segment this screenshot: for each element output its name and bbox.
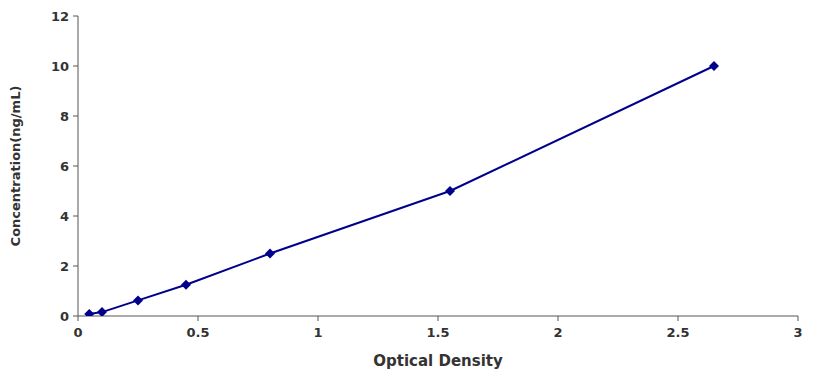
x-tick bbox=[678, 316, 679, 321]
y-tick-label: 2 bbox=[60, 259, 69, 274]
chart-svg: 0 0.5 1 1.5 2 2.5 3 0 2 4 6 8 10 12 Optical Density Con… bbox=[0, 0, 822, 378]
y-tick bbox=[73, 266, 78, 267]
marker bbox=[97, 307, 107, 316]
axes: 0 0.5 1 1.5 2 2.5 3 0 2 4 6 8 10 12 bbox=[51, 9, 803, 341]
x-tick-label: 2.5 bbox=[666, 325, 689, 340]
chart-container: 0 0.5 1 1.5 2 2.5 3 0 2 4 6 8 10 12 Optical Density Con… bbox=[0, 0, 822, 378]
x-tick-label: 0.5 bbox=[186, 325, 209, 340]
marker bbox=[265, 249, 275, 259]
x-tick bbox=[78, 316, 79, 321]
y-tick-label: 6 bbox=[60, 159, 69, 174]
marker bbox=[445, 186, 455, 196]
y-tick-label: 12 bbox=[51, 9, 69, 24]
x-tick-label: 2 bbox=[553, 325, 562, 340]
marker bbox=[181, 280, 191, 290]
y-tick bbox=[73, 216, 78, 217]
y-tick bbox=[73, 166, 78, 167]
x-axis-label: Optical Density bbox=[373, 352, 503, 370]
x-tick-label: 3 bbox=[793, 325, 802, 340]
y-tick bbox=[73, 66, 78, 67]
y-axis-label: Concentration(ng/mL) bbox=[8, 86, 23, 247]
x-tick bbox=[558, 316, 559, 321]
y-tick bbox=[73, 116, 78, 117]
y-tick-label: 4 bbox=[60, 209, 69, 224]
y-tick bbox=[73, 16, 78, 17]
x-tick bbox=[198, 316, 199, 321]
y-tick-label: 0 bbox=[60, 309, 69, 324]
x-tick-label: 0 bbox=[73, 325, 82, 340]
marker bbox=[133, 295, 143, 305]
series bbox=[84, 61, 719, 316]
x-tick bbox=[318, 316, 319, 321]
page: {"chart_data": {"type": "line", "x": [0.… bbox=[0, 0, 822, 378]
marker bbox=[84, 309, 94, 316]
line bbox=[89, 66, 714, 314]
x-tick bbox=[798, 316, 799, 321]
y-tick-label: 8 bbox=[60, 109, 69, 124]
x-tick bbox=[438, 316, 439, 321]
x-tick-label: 1 bbox=[313, 325, 322, 340]
marker bbox=[709, 61, 719, 71]
y-tick bbox=[73, 316, 78, 317]
y-tick-label: 10 bbox=[51, 59, 69, 74]
x-tick-label: 1.5 bbox=[426, 325, 449, 340]
